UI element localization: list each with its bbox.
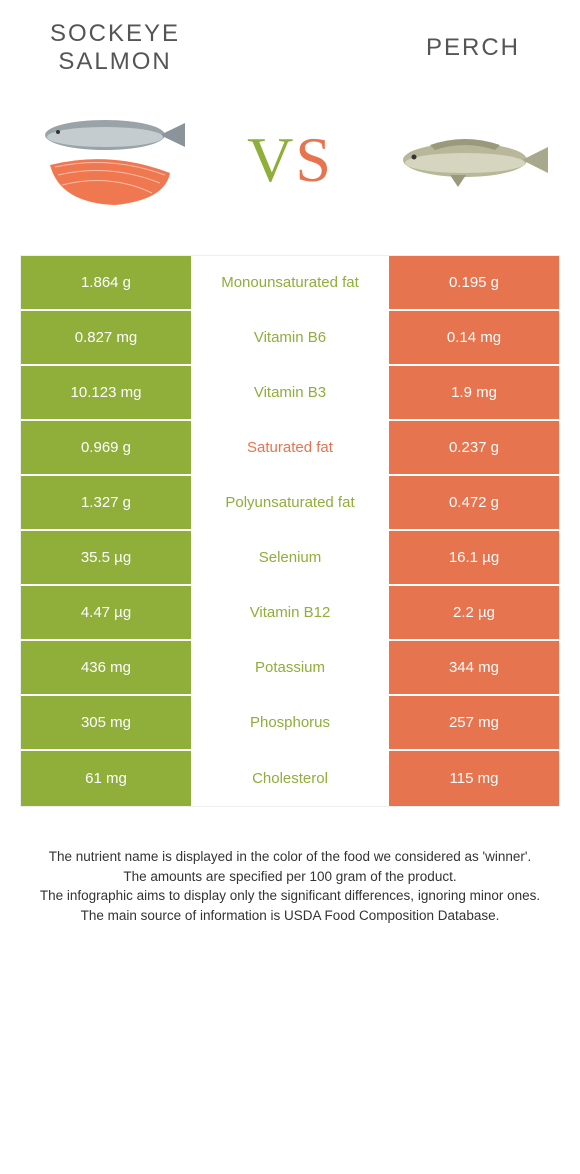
- table-row: 436 mgPotassium344 mg: [21, 641, 559, 696]
- left-value: 1.864 g: [21, 256, 191, 309]
- nutrient-label: Cholesterol: [191, 751, 389, 806]
- perch-image: [390, 105, 550, 215]
- footer-line-4: The main source of information is USDA F…: [30, 906, 550, 926]
- right-value: 0.195 g: [389, 256, 559, 309]
- footer-notes: The nutrient name is displayed in the co…: [0, 807, 580, 925]
- nutrient-label: Monounsaturated fat: [191, 256, 389, 309]
- salmon-image: [30, 105, 190, 215]
- nutrient-label: Polyunsaturated fat: [191, 476, 389, 529]
- left-title-line2: salmon: [58, 48, 171, 75]
- footer-line-3: The infographic aims to display only the…: [30, 886, 550, 906]
- table-row: 1.864 gMonounsaturated fat0.195 g: [21, 256, 559, 311]
- nutrient-label: Vitamin B3: [191, 366, 389, 419]
- vs-label: VS: [247, 123, 333, 197]
- right-value: 16.1 µg: [389, 531, 559, 584]
- left-value: 436 mg: [21, 641, 191, 694]
- left-value: 0.969 g: [21, 421, 191, 474]
- left-value: 0.827 mg: [21, 311, 191, 364]
- table-row: 0.827 mgVitamin B60.14 mg: [21, 311, 559, 366]
- left-value: 10.123 mg: [21, 366, 191, 419]
- right-value: 2.2 µg: [389, 586, 559, 639]
- nutrient-label: Phosphorus: [191, 696, 389, 749]
- left-title-line1: Sockeye: [50, 20, 180, 47]
- table-row: 305 mgPhosphorus257 mg: [21, 696, 559, 751]
- table-row: 1.327 gPolyunsaturated fat0.472 g: [21, 476, 559, 531]
- images-row: VS: [0, 85, 580, 255]
- table-row: 61 mgCholesterol115 mg: [21, 751, 559, 806]
- comparison-table: 1.864 gMonounsaturated fat0.195 g0.827 m…: [20, 255, 560, 807]
- footer-line-1: The nutrient name is displayed in the co…: [30, 847, 550, 867]
- right-value: 344 mg: [389, 641, 559, 694]
- vs-v: V: [247, 124, 295, 195]
- right-value: 115 mg: [389, 751, 559, 806]
- vs-s: S: [295, 124, 333, 195]
- right-value: 0.14 mg: [389, 311, 559, 364]
- left-value: 305 mg: [21, 696, 191, 749]
- header: Sockeye salmon Perch: [0, 0, 580, 85]
- nutrient-label: Saturated fat: [191, 421, 389, 474]
- right-value: 257 mg: [389, 696, 559, 749]
- table-row: 4.47 µgVitamin B122.2 µg: [21, 586, 559, 641]
- footer-line-2: The amounts are specified per 100 gram o…: [30, 867, 550, 887]
- table-row: 0.969 gSaturated fat0.237 g: [21, 421, 559, 476]
- right-food-title: Perch: [426, 34, 520, 62]
- nutrient-label: Selenium: [191, 531, 389, 584]
- left-value: 1.327 g: [21, 476, 191, 529]
- salmon-icon: [30, 105, 190, 215]
- table-row: 35.5 µgSelenium16.1 µg: [21, 531, 559, 586]
- nutrient-label: Potassium: [191, 641, 389, 694]
- right-value: 0.237 g: [389, 421, 559, 474]
- right-value: 1.9 mg: [389, 366, 559, 419]
- left-food-title: Sockeye salmon: [50, 20, 180, 75]
- right-value: 0.472 g: [389, 476, 559, 529]
- nutrient-label: Vitamin B12: [191, 586, 389, 639]
- table-row: 10.123 mgVitamin B31.9 mg: [21, 366, 559, 421]
- left-value: 4.47 µg: [21, 586, 191, 639]
- left-value: 35.5 µg: [21, 531, 191, 584]
- nutrient-label: Vitamin B6: [191, 311, 389, 364]
- left-value: 61 mg: [21, 751, 191, 806]
- perch-icon: [390, 105, 550, 215]
